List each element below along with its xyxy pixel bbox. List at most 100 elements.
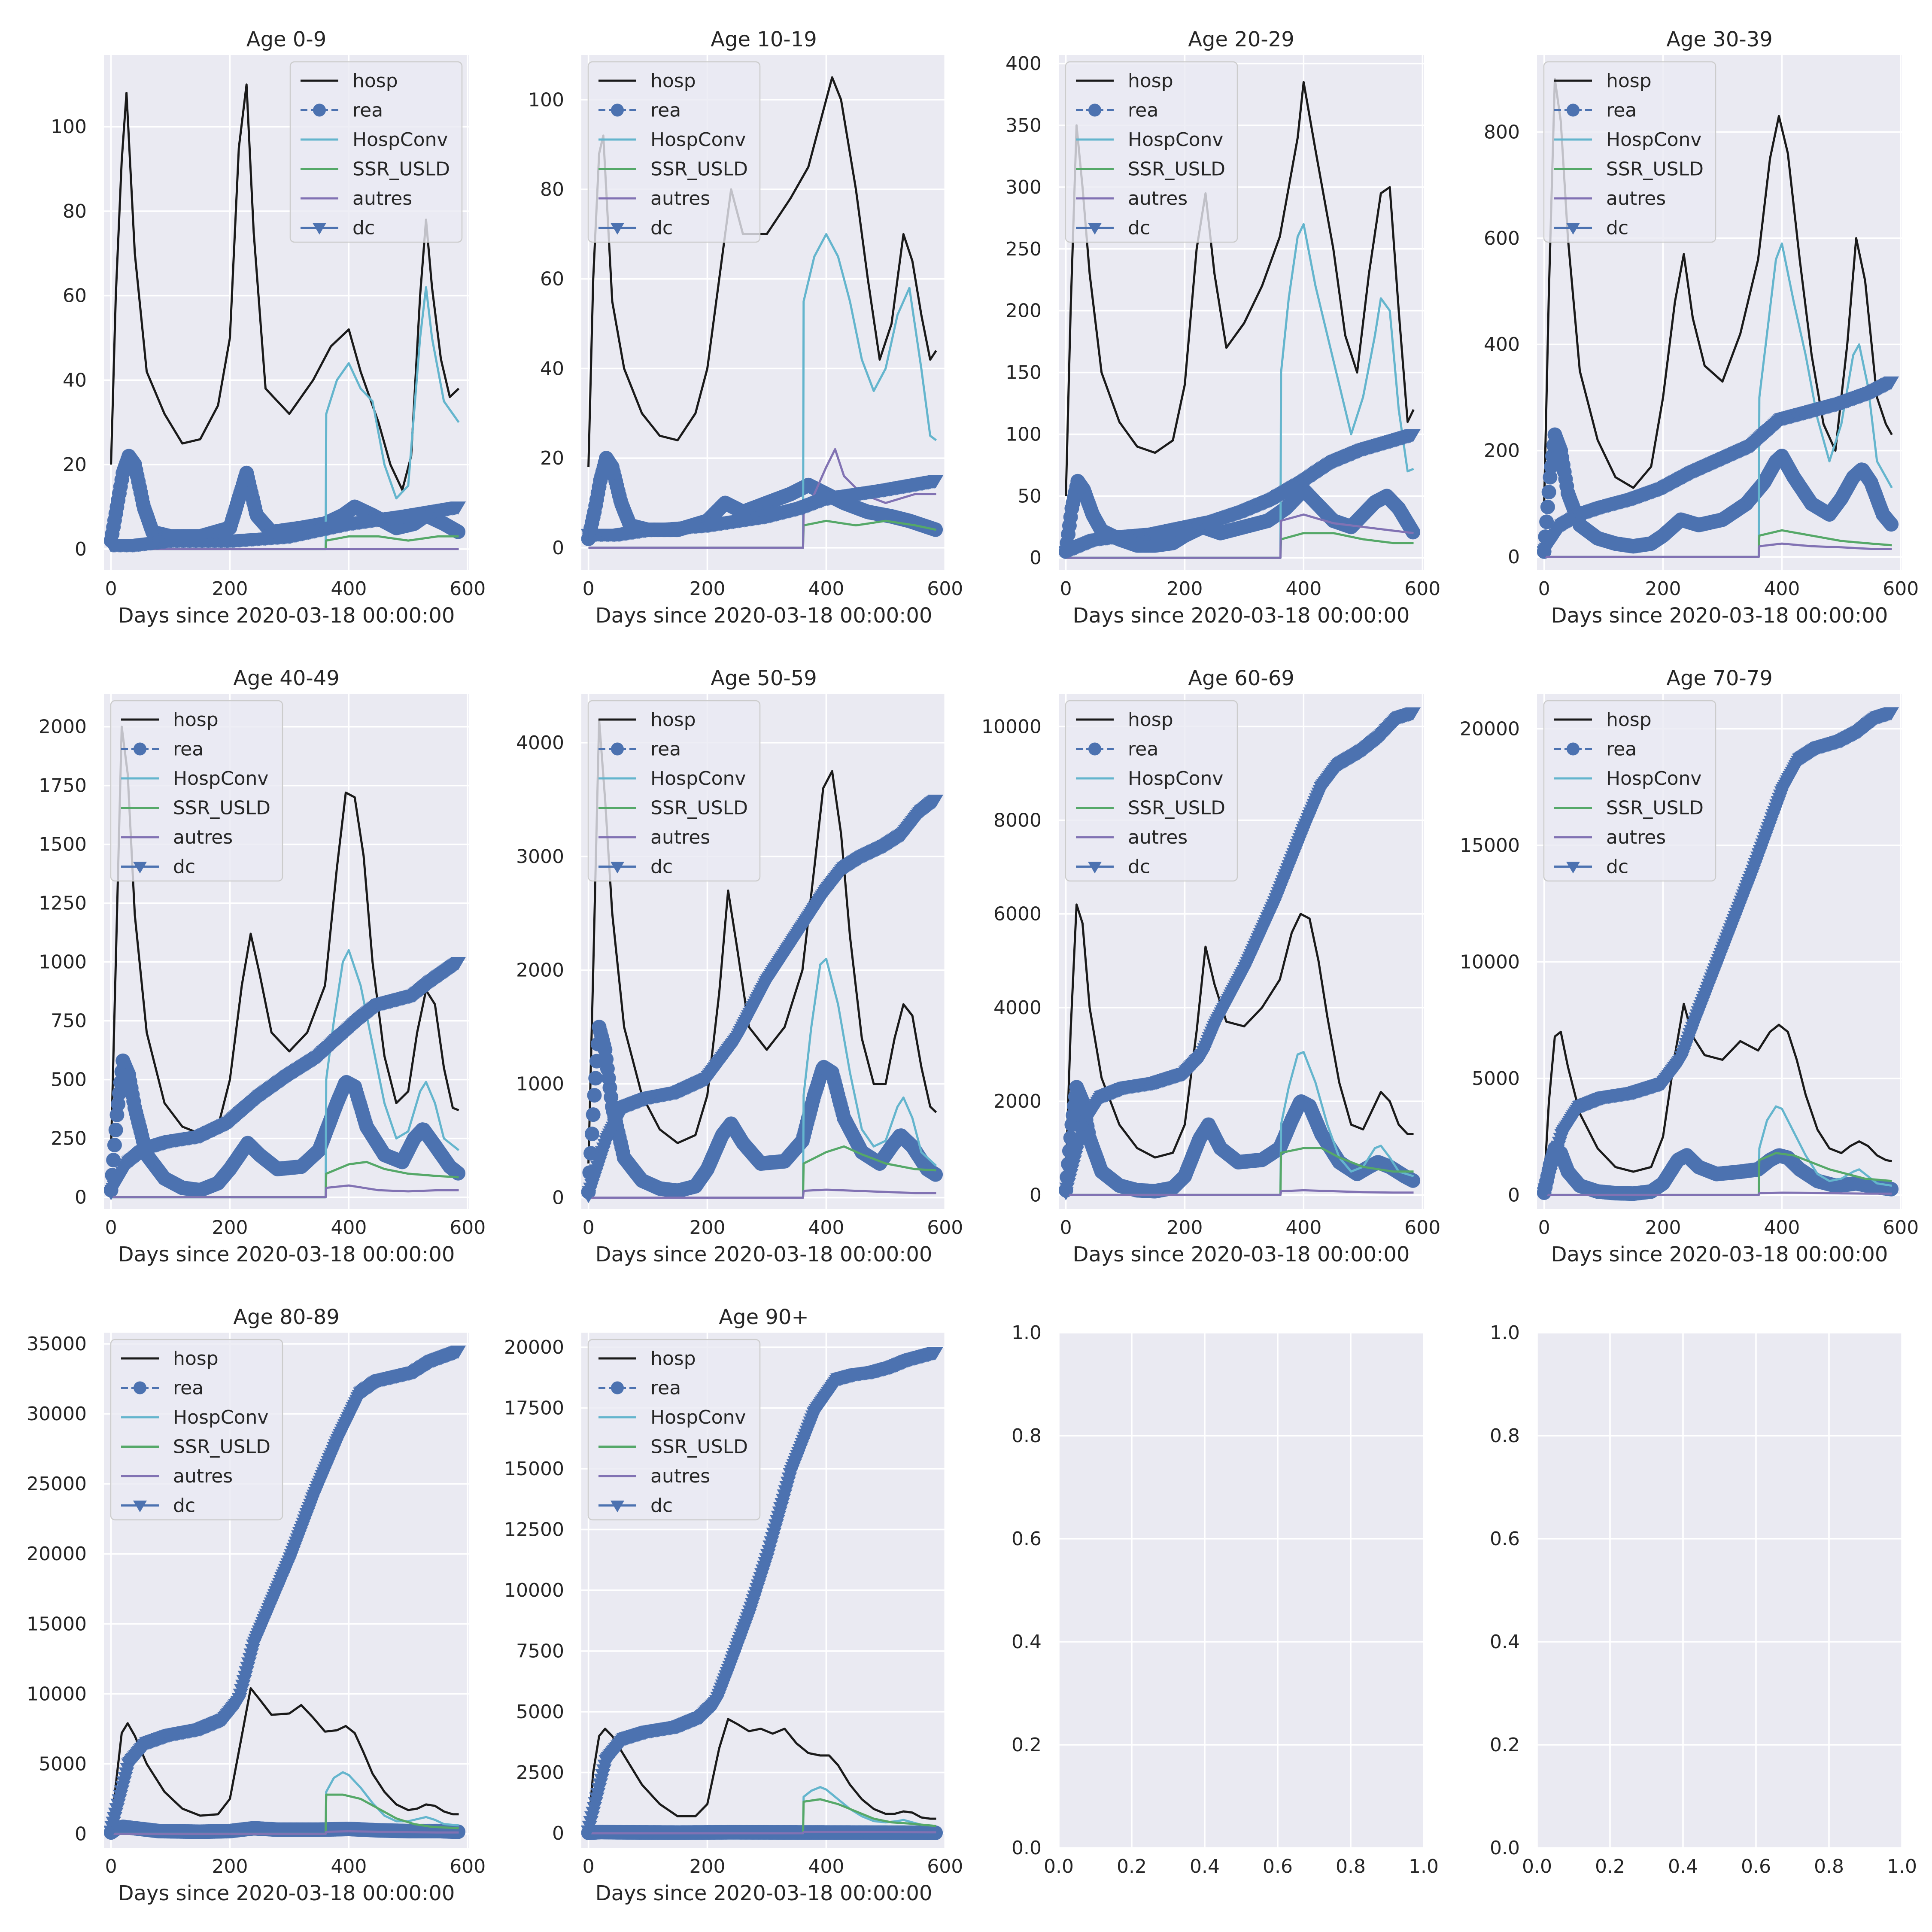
series-hosp [110,83,460,491]
x-tick-label: 400 [1764,1217,1800,1239]
series-rea [1537,1141,1899,1201]
y-tick-label: 6000 [993,903,1042,925]
series-HospConv [1066,223,1414,559]
series-group [581,76,944,549]
rea-marker [108,1122,123,1137]
series-line-SSR_USLD [588,1145,936,1199]
y-tick-label: 2000 [39,716,87,738]
legend-item-SSR_USLD: SSR_USLD [598,158,748,180]
y-tick-label: 100 [51,116,87,138]
x-tick-label: 400 [1285,578,1321,600]
series-rea [104,1053,466,1198]
legend-label: SSR_USLD [650,158,748,180]
dc-marker [450,957,466,970]
series-autres [1544,1191,1892,1196]
series-group [1059,81,1421,559]
legend-label: dc [650,217,673,239]
series-group [1537,78,1899,559]
rea-marker [586,1107,601,1122]
legend-item-dc: dc [1076,217,1150,239]
rea-marker [107,1137,122,1152]
x-tick-label: 0 [1538,1217,1550,1239]
legend-item-autres: autres [598,826,710,848]
y-tick-label: 800 [1484,121,1520,143]
rea-marker [1884,517,1899,532]
series-line-hosp [1543,78,1893,504]
subplot-title: Age 60-69 [1188,666,1294,690]
x-tick-label: 600 [1404,1217,1440,1239]
y-tick-label: 0 [1508,546,1520,568]
y-tick-label: 150 [1005,362,1042,384]
series-line-HospConv [1544,1105,1892,1196]
series-dc [104,501,466,553]
series-HospConv [1544,242,1893,558]
y-tick-label: 250 [51,1128,87,1150]
series-group [581,719,944,1203]
legend-label: autres [1128,826,1188,848]
x-axis-label: Days since 2020-03-18 00:00:00 [595,1242,933,1267]
x-tick-label: 200 [1645,1217,1681,1239]
y-tick-label: 3000 [516,846,564,868]
legend-label: HospConv [1606,129,1701,151]
legend-label: autres [1128,188,1188,210]
legend-label: SSR_USLD [1128,158,1225,180]
legend-item-autres: autres [121,826,233,848]
x-tick-label: 200 [1166,1217,1203,1239]
legend-item-hosp: hosp [598,70,696,92]
rea-marker [109,1107,125,1122]
legend-marker [611,742,624,756]
series-HospConv [588,957,937,1199]
x-axis-label: Days since 2020-03-18 00:00:00 [1551,1242,1888,1267]
legend-label: rea [352,100,383,122]
legend-label: rea [1128,100,1158,122]
series-dc [581,475,944,542]
legend-label: hosp [1128,709,1173,731]
rea-marker [1540,499,1555,514]
legend-label: hosp [352,70,398,92]
dc-marker [1883,376,1899,390]
legend-label: SSR_USLD [352,158,450,180]
series-group [104,726,466,1200]
series-line-HospConv [1066,1051,1414,1196]
series-HospConv [111,286,460,550]
y-tick-label: 250 [1005,238,1042,260]
legend-label: HospConv [352,129,448,151]
legend-item-autres: autres [1554,188,1666,210]
x-tick-label: 600 [450,1217,486,1239]
legend-label: autres [352,188,412,210]
legend-item-rea: rea [598,738,681,760]
y-tick-label: 1500 [39,834,87,856]
legend-label: dc [1128,856,1150,878]
legend-item-HospConv: HospConv [598,129,746,151]
legend-item-SSR_USLD: SSR_USLD [1076,158,1225,180]
x-axis-label: Days since 2020-03-18 00:00:00 [1551,604,1888,628]
series-line-autres [1066,1189,1414,1196]
x-tick-label: 0 [583,578,595,600]
legend-item-rea: rea [1076,100,1158,122]
legend-item-dc: dc [301,217,375,239]
legend-item-rea: rea [301,100,383,122]
subplot-title: Age 50-59 [711,666,817,690]
legend-box [587,61,761,243]
legend-marker [1088,103,1101,117]
y-tick-label: 80 [63,200,87,222]
legend-item-SSR_USLD: SSR_USLD [1554,158,1704,180]
y-tick-label: 100 [528,89,564,111]
subplot-title: Age 10-19 [711,27,817,52]
series-dc [1537,376,1899,559]
y-tick-label: 400 [1484,334,1520,355]
series-SSR_USLD [588,1145,936,1199]
y-tick-label: 1250 [39,893,87,914]
y-tick-label: 400 [1005,53,1042,75]
legend-item-hosp: hosp [121,709,219,731]
legend-item-HospConv: HospConv [121,768,268,790]
rea-marker [1406,1173,1421,1188]
legend-label: dc [1606,217,1628,239]
y-tick-label: 200 [1005,300,1042,322]
subplot-title: Age 20-29 [1188,27,1294,52]
